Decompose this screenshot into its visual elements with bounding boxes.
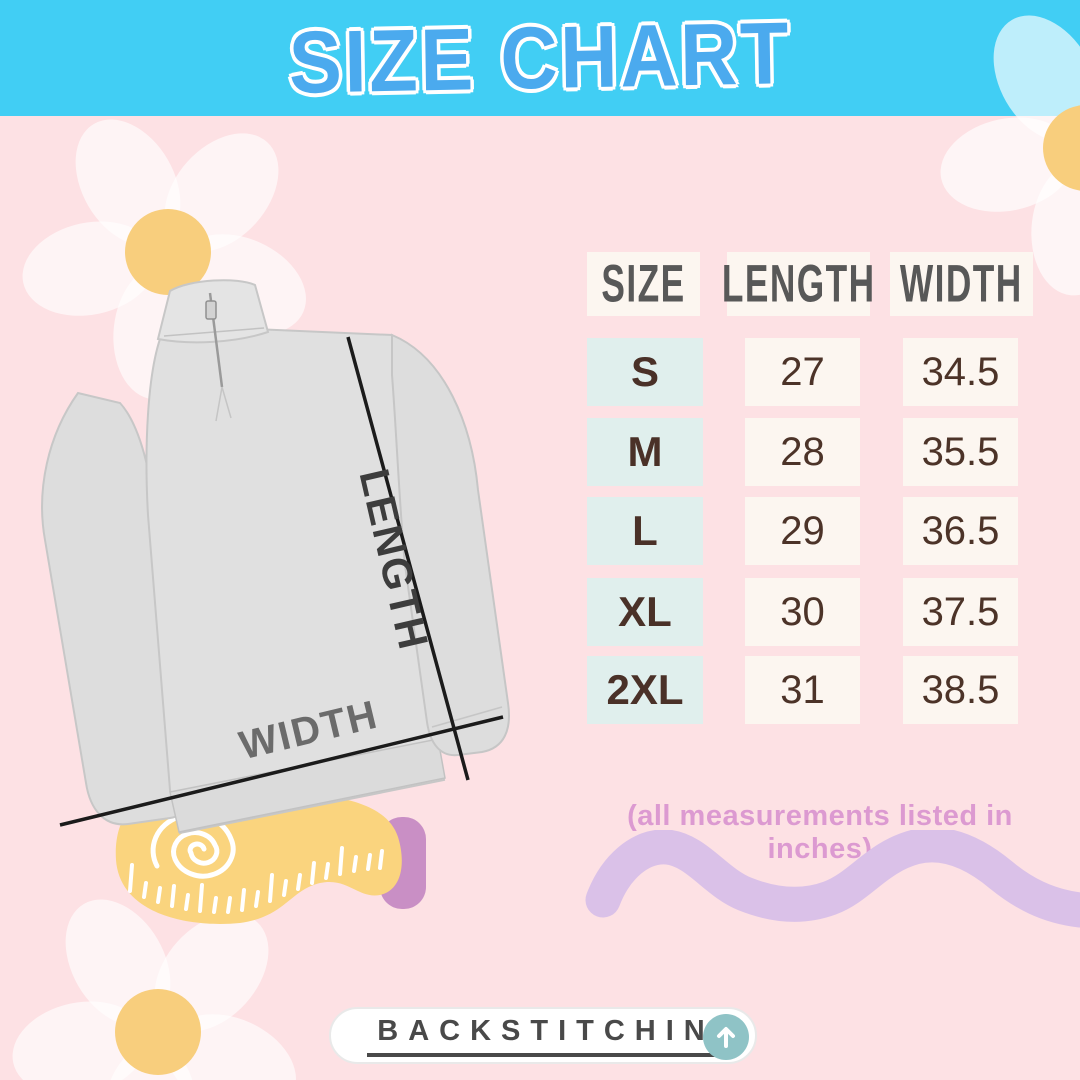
page-title: SIZE CHART [288, 3, 792, 112]
column-header-width: WIDTH [890, 252, 1033, 316]
size-cell: M [587, 418, 703, 486]
column-header-size: SIZE [587, 252, 700, 316]
width-cell: 38.5 [903, 656, 1018, 724]
column-header-label: LENGTH [721, 254, 876, 314]
size-cell: S [587, 338, 703, 406]
column-header-label: WIDTH [900, 254, 1023, 314]
sweatshirt-hem [169, 738, 446, 833]
width-cell: 34.5 [903, 338, 1018, 406]
length-cell: 29 [745, 497, 860, 565]
width-measure-line [59, 715, 504, 827]
squiggle-wave-icon [585, 830, 1080, 928]
column-header-label: SIZE [601, 254, 686, 314]
footer-arrow-button[interactable] [703, 1014, 749, 1060]
size-cell: XL [587, 578, 703, 646]
width-cell: 35.5 [903, 418, 1018, 486]
length-cell: 27 [745, 338, 860, 406]
length-measure-line [346, 336, 470, 781]
brand-name: BACKSTITCHIN [367, 1015, 719, 1057]
size-cell: L [587, 497, 703, 565]
flower-center [125, 209, 211, 295]
brand-pill: BACKSTITCHIN [329, 1007, 757, 1064]
width-cell: 37.5 [903, 578, 1018, 646]
sweatshirt-right-sleeve [391, 333, 510, 757]
up-arrow-icon [717, 1027, 735, 1048]
length-cell: 30 [745, 578, 860, 646]
units-note: (all measurements listed in inches) [627, 800, 1013, 865]
flower-center [115, 989, 201, 1075]
length-cell: 28 [745, 418, 860, 486]
width-cell: 36.5 [903, 497, 1018, 565]
header-banner: SIZE CHART [0, 0, 1080, 116]
length-cell: 31 [745, 656, 860, 724]
sweatshirt-illustration: LENGTH WIDTH [41, 279, 510, 835]
zipper-icon [205, 292, 232, 422]
size-cell: 2XL [587, 656, 703, 724]
column-header-length: LENGTH [722, 252, 874, 316]
